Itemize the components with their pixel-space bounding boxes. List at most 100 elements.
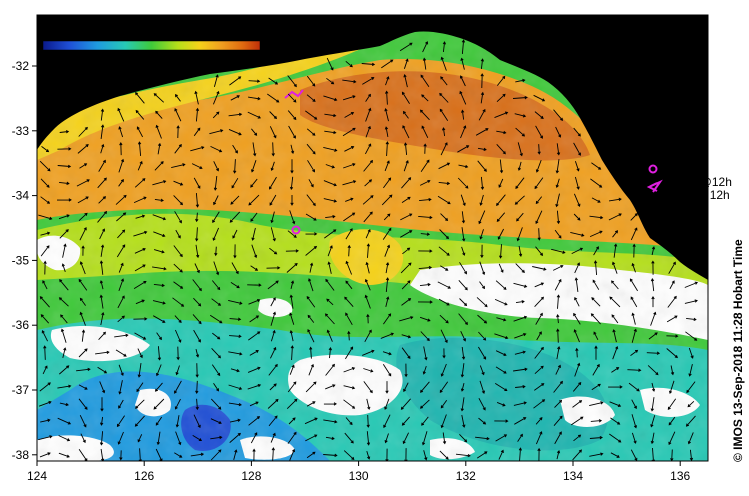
current-arrow	[385, 262, 390, 274]
current-arrow	[228, 299, 243, 305]
current-arrow	[157, 142, 162, 155]
current-scale: 0.5m/s (1kt 24h)	[598, 72, 685, 86]
current-arrow	[608, 213, 622, 221]
current-arrow	[343, 163, 356, 169]
current-arrow	[345, 280, 353, 290]
current-arrow	[60, 328, 67, 343]
current-arrow	[400, 213, 413, 221]
current-arrow	[100, 448, 105, 461]
current-arrow	[591, 197, 601, 203]
current-arrow	[271, 447, 275, 461]
current-arrow	[554, 431, 562, 445]
current-arrow	[289, 312, 295, 325]
current-arrow	[630, 212, 638, 221]
current-arrow	[288, 417, 296, 425]
current-arrow	[385, 277, 390, 293]
current-arrow	[366, 431, 371, 446]
current-arrow	[460, 125, 467, 139]
current-arrow	[135, 92, 145, 104]
current-arrow	[590, 419, 603, 423]
current-arrow	[480, 244, 484, 259]
current-arrow	[402, 110, 409, 119]
current-arrow	[401, 347, 411, 360]
current-arrow	[402, 247, 411, 255]
current-arrow	[478, 417, 487, 425]
current-arrow	[157, 346, 162, 361]
current-arrow	[153, 231, 166, 238]
current-arrow	[58, 214, 70, 220]
current-arrow	[513, 367, 528, 372]
current-arrow	[459, 90, 467, 105]
current-arrow	[439, 229, 450, 240]
current-arrow	[667, 295, 677, 308]
current-arrow	[209, 314, 223, 324]
current-arrow	[40, 196, 51, 204]
current-arrow	[342, 95, 356, 101]
current-arrow	[62, 347, 67, 359]
current-arrow	[401, 196, 411, 203]
current-arrow	[99, 294, 104, 309]
current-arrow	[401, 91, 410, 104]
current-arrow	[438, 162, 451, 170]
current-arrow	[210, 435, 223, 440]
current-arrow	[574, 277, 579, 292]
current-arrow	[79, 297, 86, 306]
current-arrow	[289, 176, 294, 191]
current-arrow	[537, 447, 541, 461]
current-arrow	[118, 278, 125, 292]
current-arrow	[209, 129, 224, 135]
current-arrow	[135, 299, 145, 305]
current-arrow	[345, 197, 354, 202]
current-arrow	[119, 142, 123, 156]
current-arrow	[233, 449, 238, 461]
current-arrow	[248, 331, 261, 341]
current-arrow	[80, 433, 86, 444]
current-arrow	[306, 295, 316, 308]
current-arrow	[536, 331, 542, 341]
current-arrow	[555, 364, 561, 375]
current-arrow	[366, 313, 370, 324]
current-arrow	[250, 265, 259, 271]
current-arrow	[138, 448, 142, 461]
current-arrow	[423, 346, 428, 361]
current-arrow	[100, 108, 105, 121]
current-arrow	[249, 401, 259, 407]
current-arrow	[306, 75, 316, 87]
current-arrow	[666, 315, 678, 323]
current-arrow	[118, 380, 123, 395]
current-arrow	[247, 111, 261, 119]
current-arrow	[39, 296, 50, 308]
current-arrow	[250, 160, 257, 173]
current-arrow	[173, 180, 184, 186]
current-arrow	[173, 195, 184, 206]
current-arrow	[286, 398, 298, 410]
current-arrow	[442, 348, 446, 359]
current-arrow	[77, 196, 89, 204]
current-arrow	[212, 211, 220, 224]
colorbar-tick-label: 15	[174, 55, 188, 69]
current-arrow	[325, 363, 335, 376]
current-arrow	[611, 314, 619, 324]
current-arrow	[155, 364, 162, 377]
current-arrow	[555, 126, 562, 138]
current-arrow	[553, 415, 563, 426]
current-arrow	[38, 214, 53, 221]
current-arrow	[136, 382, 144, 393]
current-arrow	[78, 384, 88, 390]
current-arrow	[268, 77, 279, 85]
current-arrow	[230, 95, 240, 101]
current-arrow	[210, 418, 222, 425]
current-arrow	[574, 176, 580, 190]
current-arrow	[118, 262, 124, 273]
current-arrow	[135, 214, 146, 219]
current-arrow	[366, 398, 371, 410]
current-arrow	[231, 262, 239, 275]
current-arrow	[79, 415, 87, 428]
current-arrow	[515, 78, 526, 83]
current-arrow	[382, 227, 392, 240]
current-arrow	[100, 312, 105, 326]
current-arrow	[495, 366, 507, 374]
current-arrow	[630, 349, 639, 356]
current-arrow	[344, 432, 354, 444]
current-arrow	[650, 415, 656, 428]
